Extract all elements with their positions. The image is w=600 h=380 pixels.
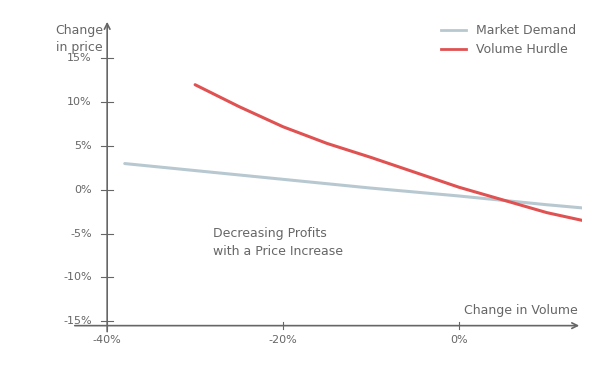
Text: Decreasing Profits
with a Price Increase: Decreasing Profits with a Price Increase <box>212 227 343 258</box>
Text: 0%: 0% <box>74 185 92 195</box>
Text: 5%: 5% <box>74 141 92 151</box>
Text: Change in Volume: Change in Volume <box>464 304 578 317</box>
Text: 10%: 10% <box>67 97 92 107</box>
Text: 0%: 0% <box>450 335 468 345</box>
Text: -10%: -10% <box>63 272 92 282</box>
Text: Change
in price: Change in price <box>55 24 103 54</box>
Text: -20%: -20% <box>269 335 298 345</box>
Legend: Market Demand, Volume Hurdle: Market Demand, Volume Hurdle <box>436 19 581 61</box>
Text: -5%: -5% <box>70 229 92 239</box>
Text: -40%: -40% <box>93 335 122 345</box>
Text: 15%: 15% <box>67 54 92 63</box>
Text: -15%: -15% <box>63 316 92 326</box>
